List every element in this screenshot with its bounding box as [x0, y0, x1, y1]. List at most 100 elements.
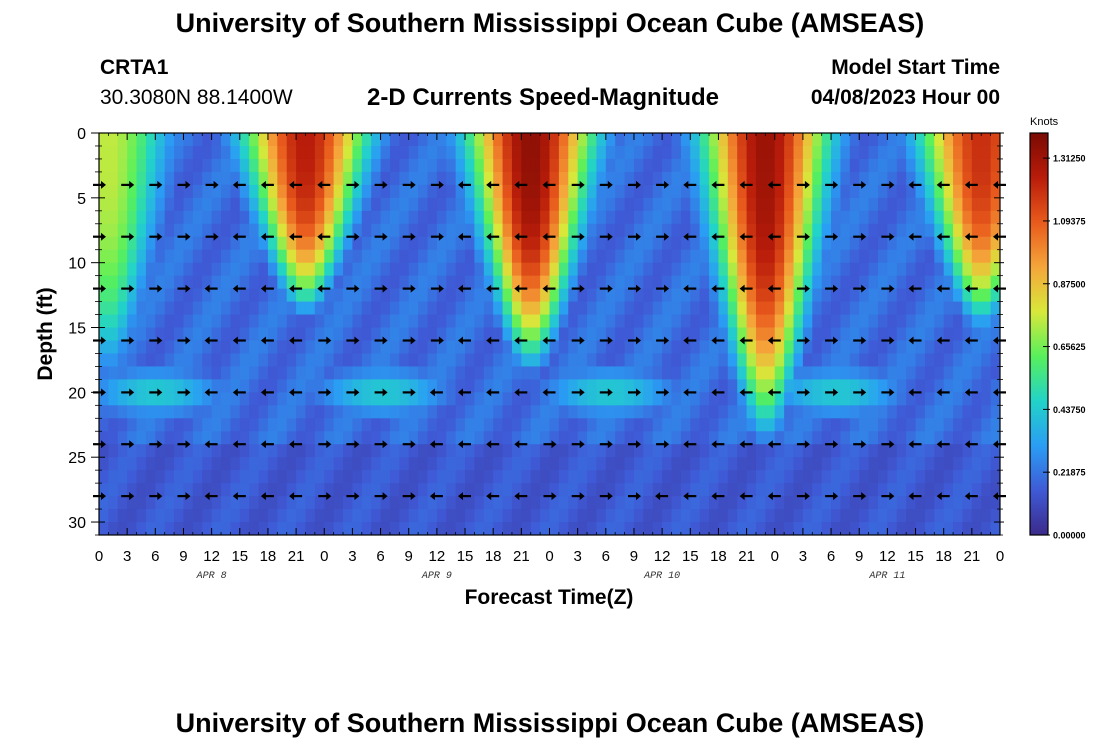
heatmap-cell [962, 379, 973, 393]
heatmap-cell [699, 314, 710, 329]
heatmap-cell [831, 327, 842, 342]
heatmap-cell [99, 301, 109, 316]
current-arrow [205, 232, 219, 241]
heatmap-cell [906, 444, 917, 458]
heatmap-cell [465, 236, 476, 251]
heatmap-cell [662, 353, 673, 368]
x-tick-label: 3 [573, 548, 581, 565]
current-arrow [739, 232, 753, 241]
heatmap-cell [221, 158, 231, 173]
heatmap-cell [277, 327, 288, 342]
heatmap-cell [230, 288, 241, 303]
heatmap-cell [239, 496, 250, 510]
heatmap-cell [877, 223, 888, 238]
heatmap-cell [230, 262, 241, 277]
heatmap-cell [859, 210, 870, 225]
heatmap-cell [549, 171, 560, 186]
heatmap-cell [981, 509, 992, 523]
heatmap-cell [615, 158, 626, 173]
current-arrow [486, 440, 500, 449]
heatmap-cell [784, 379, 795, 393]
current-arrow [514, 180, 528, 189]
heatmap-cell [493, 405, 504, 419]
heatmap-cell [483, 184, 494, 199]
heatmap-cell [990, 158, 1000, 173]
heatmap-cell [587, 158, 598, 173]
heatmap-cell [399, 431, 410, 445]
heatmap-cell [727, 405, 738, 419]
heatmap-cell [784, 340, 795, 355]
heatmap-cell [953, 197, 964, 212]
heatmap-cell [652, 470, 663, 484]
heatmap-cell [896, 236, 907, 251]
heatmap-cell [483, 236, 494, 251]
heatmap-cell [352, 353, 363, 368]
current-arrow [571, 336, 585, 345]
heatmap-cell [258, 470, 269, 484]
current-arrow [402, 336, 416, 345]
heatmap-cell [615, 340, 626, 355]
heatmap-cell [859, 133, 870, 147]
heatmap-cell [296, 522, 307, 535]
heatmap-cell [258, 444, 269, 458]
heatmap-cell [784, 444, 795, 458]
heatmap-cell [615, 262, 626, 277]
heatmap-cell [99, 145, 109, 160]
heatmap-cell [699, 184, 710, 199]
heatmap-cell [183, 366, 194, 380]
current-arrow [458, 388, 471, 397]
current-arrow [767, 180, 781, 189]
heatmap-cell [549, 392, 560, 406]
heatmap-cell [540, 210, 551, 225]
heatmap-cell [802, 418, 813, 432]
heatmap-cell [211, 444, 222, 458]
heatmap-cell [380, 327, 391, 342]
heatmap-cell [239, 483, 250, 497]
heatmap-cell [521, 171, 532, 186]
heatmap-cell [305, 379, 316, 393]
heatmap-cell [314, 158, 325, 173]
heatmap-cell [465, 379, 476, 393]
heatmap-cell [849, 509, 860, 523]
heatmap-cell [164, 483, 175, 497]
heatmap-cell [877, 133, 888, 147]
heatmap-cell [906, 197, 917, 212]
heatmap-cell [296, 366, 307, 380]
heatmap-cell [530, 210, 541, 225]
heatmap-cell [333, 470, 344, 484]
heatmap-cell [371, 145, 382, 160]
heatmap-cell [558, 470, 569, 484]
heatmap-cell [286, 314, 297, 329]
heatmap-cell [709, 262, 720, 277]
x-tick-label: 21 [964, 548, 981, 565]
heatmap-cell [418, 249, 429, 264]
heatmap-cell [127, 262, 138, 277]
heatmap-cell [605, 171, 616, 186]
heatmap-cell [652, 483, 663, 497]
heatmap-cell [136, 288, 147, 303]
heatmap-cell [343, 327, 354, 342]
heatmap-cell [784, 522, 795, 535]
heatmap-cell [258, 288, 269, 303]
y-tick-label: 20 [68, 385, 86, 402]
heatmap-cell [493, 184, 504, 199]
heatmap-cell [615, 184, 626, 199]
heatmap-cell [408, 158, 419, 173]
heatmap-cell [455, 522, 466, 535]
heatmap-cell [924, 340, 935, 355]
heatmap-cell [483, 392, 494, 406]
heatmap-cell [802, 145, 813, 160]
heatmap-cell [239, 444, 250, 458]
heatmap-cell [868, 418, 879, 432]
heatmap-cell [643, 470, 654, 484]
heatmap-cell [155, 275, 166, 290]
heatmap-cell [699, 470, 710, 484]
current-arrow [767, 388, 781, 397]
heatmap-cell [502, 145, 513, 160]
heatmap-cell [465, 353, 476, 368]
heatmap-cell [990, 288, 1000, 303]
heatmap-cell [671, 197, 682, 212]
heatmap-cell [680, 522, 691, 535]
heatmap-cell [971, 158, 982, 173]
y-tick-label: 30 [68, 515, 86, 532]
